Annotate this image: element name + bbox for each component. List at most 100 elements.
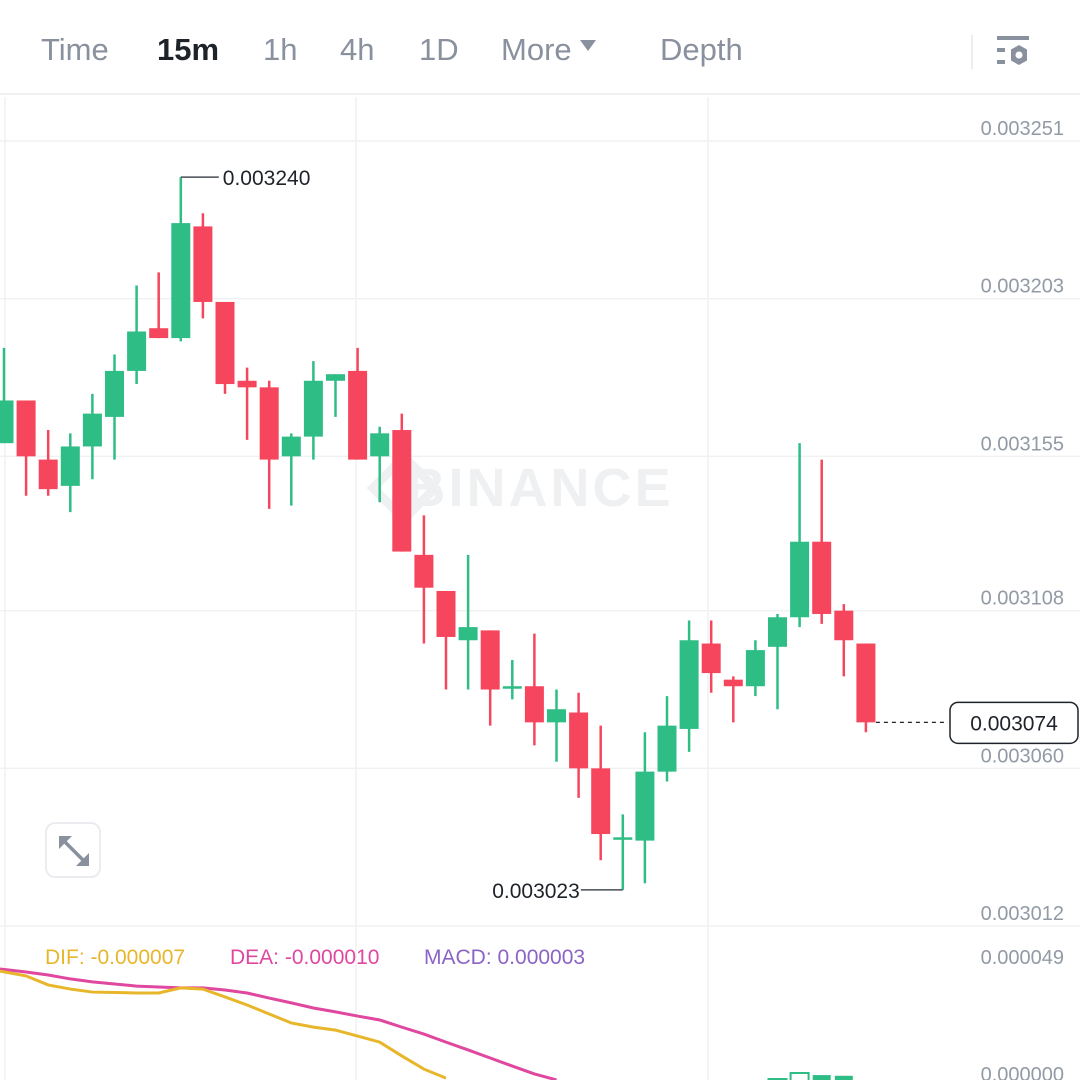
candle-up	[768, 613, 787, 710]
candle-body	[149, 328, 169, 339]
candle-down	[723, 676, 743, 723]
candle-up	[105, 354, 124, 460]
candle-body	[414, 554, 434, 588]
candle-up	[171, 177, 191, 342]
candle-body	[171, 223, 191, 339]
candle-down	[834, 604, 854, 677]
candle-body	[303, 380, 323, 437]
price-tick-label: 0.003108	[981, 588, 1064, 610]
candle-down	[38, 430, 58, 496]
candle-body	[237, 380, 257, 388]
candle-body	[215, 301, 235, 385]
candle-body	[38, 459, 58, 490]
candle-up	[657, 696, 677, 782]
macd-label: MACD: 0.000003	[424, 946, 585, 969]
candle-up	[458, 554, 478, 690]
tab-more-label: More	[501, 32, 572, 67]
low-price-label: 0.003023	[492, 880, 580, 903]
price-tick-label: 0.003251	[981, 118, 1064, 140]
fullscreen-button[interactable]	[45, 822, 101, 878]
macd-lines	[0, 967, 853, 1080]
caret-down-icon	[579, 40, 596, 52]
candle-body	[812, 541, 832, 614]
last-price-label: 0.003074	[970, 712, 1058, 735]
candle-down	[569, 692, 589, 798]
tab-depth[interactable]: Depth	[660, 32, 743, 67]
candle-down	[392, 413, 412, 552]
candle-body	[436, 590, 456, 637]
price-axis: 0.003251 0.003203 0.003155 0.003108 0.003060…	[981, 118, 1064, 925]
high-price-label: 0.003240	[223, 167, 311, 190]
candle-down	[348, 347, 368, 460]
candle-down	[701, 620, 721, 693]
candle-up	[547, 689, 566, 762]
candle-up	[370, 426, 390, 503]
candle-body	[392, 430, 412, 552]
candle-up	[635, 732, 655, 884]
tab-time[interactable]: Time	[41, 32, 109, 67]
candle-body	[281, 436, 301, 457]
candle-down	[856, 643, 876, 733]
candle-body	[591, 768, 611, 835]
candle-body	[657, 725, 677, 772]
candle-body	[193, 226, 213, 302]
candle-body	[0, 400, 14, 444]
macd-histogram-bar	[834, 1075, 853, 1080]
candle-body	[790, 541, 810, 618]
macd-histogram-bar	[789, 1072, 810, 1080]
toolbar-divider	[971, 35, 973, 69]
candle-up	[82, 393, 102, 480]
dea-label: DEA: -0.000010	[230, 946, 379, 969]
candle-body	[105, 370, 124, 417]
candle-body	[723, 679, 743, 687]
candle-body	[480, 630, 500, 690]
candles	[0, 177, 876, 890]
candle-body	[613, 837, 633, 840]
tab-more[interactable]: More	[501, 32, 596, 68]
candle-down	[524, 633, 544, 746]
interval-toolbar: Time 15m 1h 4h 1D More Depth	[0, 0, 1080, 95]
candle-body	[635, 771, 655, 841]
candle-up	[281, 433, 301, 506]
candle-down	[215, 301, 235, 394]
chart-settings-icon[interactable]	[995, 34, 1031, 70]
candle-up	[613, 814, 633, 890]
candle-up	[326, 374, 345, 417]
candle-down	[237, 367, 257, 440]
candle-body	[60, 446, 80, 486]
candle-down	[193, 213, 213, 319]
candle-body	[348, 370, 368, 460]
candle-body	[745, 650, 765, 687]
price-tick-label: 0.003012	[981, 903, 1064, 925]
candle-body	[82, 413, 102, 447]
candle-down	[414, 515, 434, 644]
macd-histogram-bar	[812, 1075, 831, 1080]
dif-line	[0, 969, 447, 1080]
dif-label: DIF: -0.000007	[45, 946, 185, 969]
candle-up	[127, 285, 147, 385]
candle-body	[834, 610, 854, 641]
macd-tick-label: 0.000049	[981, 947, 1064, 969]
candle-down	[149, 272, 169, 339]
candle-body	[569, 712, 589, 769]
price-markers: 0.003240 0.003023 0.003074	[180, 167, 1079, 903]
tab-1h[interactable]: 1h	[263, 32, 298, 67]
price-tick-label: 0.003060	[981, 745, 1064, 767]
candle-down	[259, 380, 279, 509]
candle-body	[326, 374, 345, 381]
candle-down	[591, 725, 611, 861]
candle-up	[60, 433, 80, 513]
candle-up	[790, 443, 810, 628]
candle-body	[259, 387, 279, 460]
tab-4h[interactable]: 4h	[340, 32, 375, 67]
tab-15m[interactable]: 15m	[157, 32, 220, 67]
candle-body	[127, 331, 147, 371]
candle-body	[701, 643, 721, 674]
binance-watermark: BINANCE	[406, 458, 673, 518]
dea-line	[0, 967, 557, 1080]
candle-body	[524, 686, 544, 723]
candle-body	[502, 686, 522, 689]
macd-pane: DIF: -0.000007 DEA: -0.000010 MACD: 0.0000…	[0, 946, 1064, 1080]
tab-1d[interactable]: 1D	[419, 32, 459, 67]
